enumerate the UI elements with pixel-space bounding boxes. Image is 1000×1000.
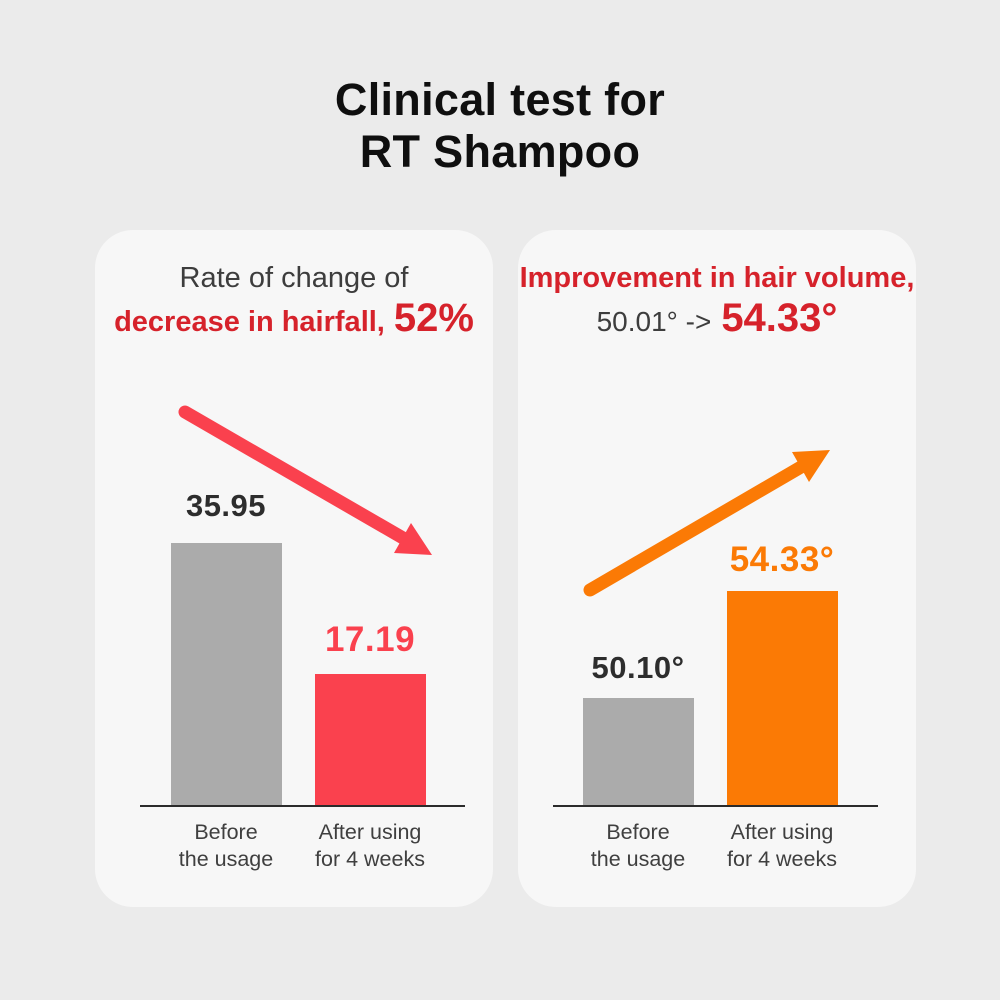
x-axis-label-after: After using for 4 weeks	[285, 819, 455, 873]
card-hairfall-heading: Rate of change of decrease in hairfall, 5…	[95, 260, 493, 344]
x-axis-label-before: Before the usage	[141, 819, 311, 873]
x-axis-label-after-line2: for 4 weeks	[727, 847, 837, 871]
card-hairfall-heading-line1: Rate of change of	[179, 262, 409, 294]
downtrend-arrow-icon	[178, 405, 432, 555]
x-axis-label-before-line2: the usage	[590, 847, 686, 871]
card-hair-volume-improvement: Improvement in hair volume, 50.01° -> 54.…	[518, 230, 916, 907]
bar-value-label-before: 35.95	[185, 488, 267, 523]
card-hairfall-heading-text: decrease in hairfall,	[114, 306, 385, 338]
bar-after-usage	[727, 591, 838, 805]
card-volume-heading: Improvement in hair volume, 50.01° -> 54.…	[518, 260, 916, 344]
card-volume-heading-from: 50.01° ->	[596, 306, 712, 337]
card-volume-heading-to: 54.33°	[721, 296, 838, 340]
x-axis-line	[553, 805, 878, 807]
page-title-line2: RT Shampoo	[359, 126, 641, 177]
bar-before-usage	[171, 543, 282, 805]
bar-before-usage	[583, 698, 694, 805]
card-hairfall-heading-percent: 52%	[393, 296, 474, 340]
uptrend-arrow-icon	[583, 450, 830, 597]
x-axis-label-before-line1: Before	[194, 820, 258, 844]
page-title-line1: Clinical test for	[334, 74, 666, 125]
bar-value-label-before: 50.10°	[591, 650, 685, 685]
card-volume-heading-line1: Improvement in hair volume,	[519, 262, 915, 294]
x-axis-line	[140, 805, 465, 807]
x-axis-label-after-line1: After using	[730, 820, 834, 844]
page-title: Clinical test for RT Shampoo	[0, 74, 1000, 178]
card-volume-heading-line2: 50.01° -> 54.33°	[518, 296, 916, 344]
x-axis-label-before-line1: Before	[606, 820, 670, 844]
x-axis-label-after: After using for 4 weeks	[697, 819, 867, 873]
bar-after-usage	[315, 674, 426, 805]
bar-value-label-after: 17.19	[324, 620, 416, 659]
x-axis-label-after-line1: After using	[318, 820, 422, 844]
x-axis-label-before: Before the usage	[553, 819, 723, 873]
card-hairfall-decrease: Rate of change of decrease in hairfall, 5…	[95, 230, 493, 907]
card-hairfall-heading-line2: decrease in hairfall, 52%	[95, 296, 493, 344]
bar-value-label-after: 54.33°	[729, 540, 835, 579]
x-axis-label-before-line2: the usage	[178, 847, 274, 871]
x-axis-label-after-line2: for 4 weeks	[315, 847, 425, 871]
